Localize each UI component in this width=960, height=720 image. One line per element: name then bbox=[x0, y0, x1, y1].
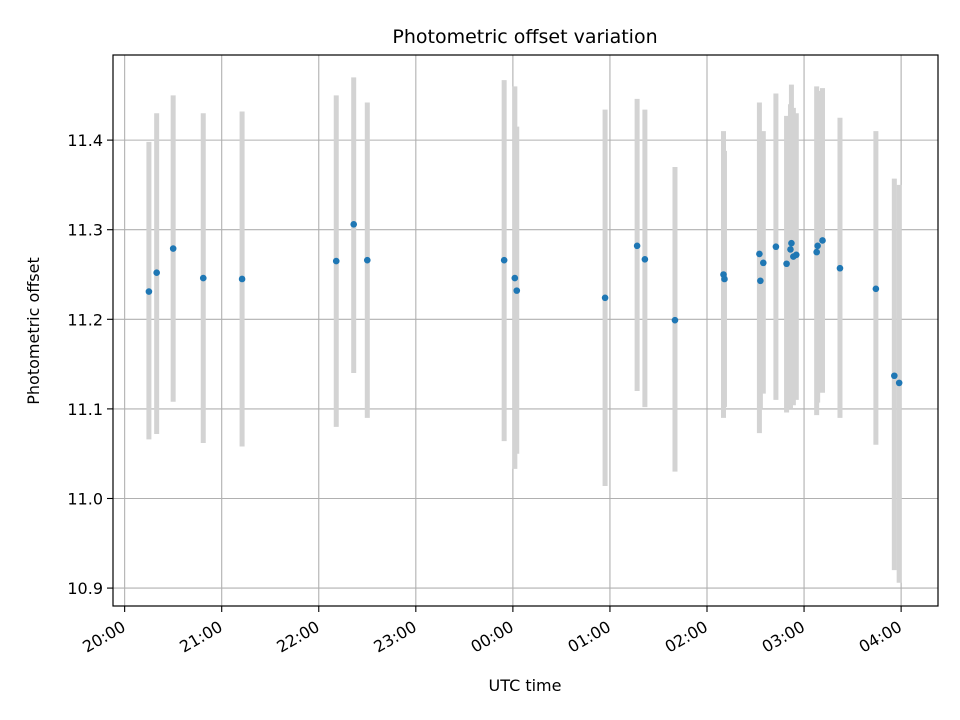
plot-area-frame bbox=[112, 54, 939, 607]
y-tick-label: 11.3 bbox=[67, 221, 103, 240]
data-point bbox=[757, 277, 764, 285]
y-axis-title: Photometric offset bbox=[24, 257, 43, 405]
data-point bbox=[836, 264, 844, 272]
data-point bbox=[601, 294, 609, 302]
data-point bbox=[500, 256, 508, 264]
data-point bbox=[759, 259, 767, 267]
data-point bbox=[787, 246, 794, 253]
data-point bbox=[332, 257, 340, 265]
y-tick-label: 11.2 bbox=[67, 310, 103, 329]
data-point bbox=[813, 248, 820, 256]
data-point bbox=[153, 269, 160, 277]
data-point bbox=[350, 221, 358, 228]
data-point bbox=[238, 275, 246, 283]
data-point bbox=[788, 239, 795, 247]
data-point bbox=[721, 275, 728, 283]
data-point bbox=[513, 287, 521, 294]
grid bbox=[113, 55, 938, 606]
data-point bbox=[169, 245, 177, 252]
data-point bbox=[792, 251, 800, 259]
y-tick-label: 11.0 bbox=[67, 489, 103, 508]
data-point bbox=[633, 242, 641, 250]
data-point bbox=[872, 285, 880, 293]
data-point bbox=[772, 243, 780, 251]
y-tick-label: 11.1 bbox=[67, 400, 103, 419]
data-points bbox=[145, 221, 903, 387]
data-point bbox=[641, 255, 649, 263]
data-point bbox=[895, 379, 903, 387]
data-point bbox=[199, 274, 207, 282]
chart-title: Photometric offset variation bbox=[392, 26, 657, 48]
data-point bbox=[363, 256, 371, 264]
data-point bbox=[783, 260, 790, 268]
data-point bbox=[511, 274, 519, 282]
data-point bbox=[891, 372, 898, 380]
y-tick-label: 11.4 bbox=[67, 131, 103, 150]
data-point bbox=[671, 316, 679, 324]
data-point bbox=[756, 250, 763, 258]
data-point bbox=[819, 237, 826, 244]
data-point bbox=[145, 288, 153, 295]
data-point bbox=[814, 242, 821, 250]
x-axis-title: UTC time bbox=[489, 676, 562, 695]
y-tick-label: 10.9 bbox=[67, 579, 103, 598]
